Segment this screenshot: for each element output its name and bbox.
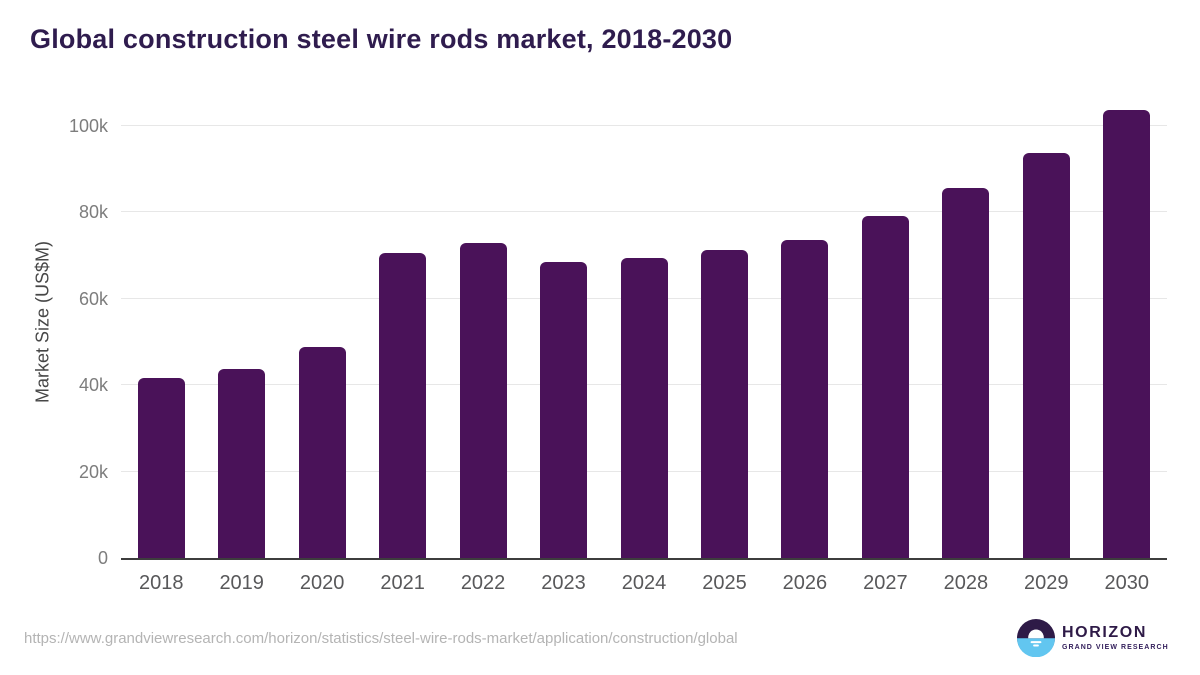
source-url: https://www.grandviewresearch.com/horizo… [24,630,738,647]
y-tick-label-40k: 40k [78,375,108,396]
x-tick-label-2022: 2022 [460,572,506,594]
plot-area: 0 20k 40k 60k 80k 100k 2018 2019 2020 2021 2022 202… [69,100,1167,594]
logo-text-block: HORIZON GRAND VIEW RESEARCH [1062,624,1169,652]
x-tick-label-2025: 2025 [702,572,747,594]
gridline-100k [121,124,1167,126]
bar-2025[interactable] [700,249,748,558]
x-tick-label-2027: 2027 [863,572,908,594]
x-tick-label-2019: 2019 [219,572,264,594]
y-tick-label-80k: 80k [78,202,108,223]
x-tick-label-2021: 2021 [380,572,425,594]
x-tick-label-2020: 2020 [299,572,345,594]
bar-2023[interactable] [540,262,588,558]
bar-2029[interactable] [1022,153,1070,558]
bar-2021[interactable] [379,252,427,558]
y-tick-label-60k: 60k [78,288,108,309]
x-tick-label-2030: 2030 [1104,572,1150,594]
bar-2019[interactable] [218,369,266,558]
x-tick-label-2028: 2028 [943,572,989,594]
x-tick-label-2029: 2029 [1024,572,1069,594]
logo-wordmark: HORIZON [1062,624,1147,641]
y-tick-label-100k: 100k [68,115,108,136]
chart-title: Global construction steel wire rods mark… [30,24,733,54]
x-tick-label-2023: 2023 [541,572,586,594]
bar-2028[interactable] [942,188,990,558]
gridline-80k [121,211,1167,213]
x-tick-label-2026: 2026 [782,572,828,594]
horizon-logo: HORIZON GRAND VIEW RESEARCH [1017,619,1169,657]
bar-2018[interactable] [137,378,185,558]
x-tick-label-2018: 2018 [138,572,184,594]
bar-2024[interactable] [620,258,668,558]
logo-subtitle: GRAND VIEW RESEARCH [1062,644,1169,651]
bar-2027[interactable] [861,215,909,558]
bar-2026[interactable] [781,240,829,558]
bar-2030[interactable] [1103,109,1151,558]
x-tick-label-2024: 2024 [621,572,667,594]
bar-2020[interactable] [298,347,346,558]
y-tick-label-0: 0 [97,548,108,568]
y-tick-label-20k: 20k [78,461,108,482]
bar-2022[interactable] [459,243,507,558]
horizon-sun-icon [1017,619,1055,657]
